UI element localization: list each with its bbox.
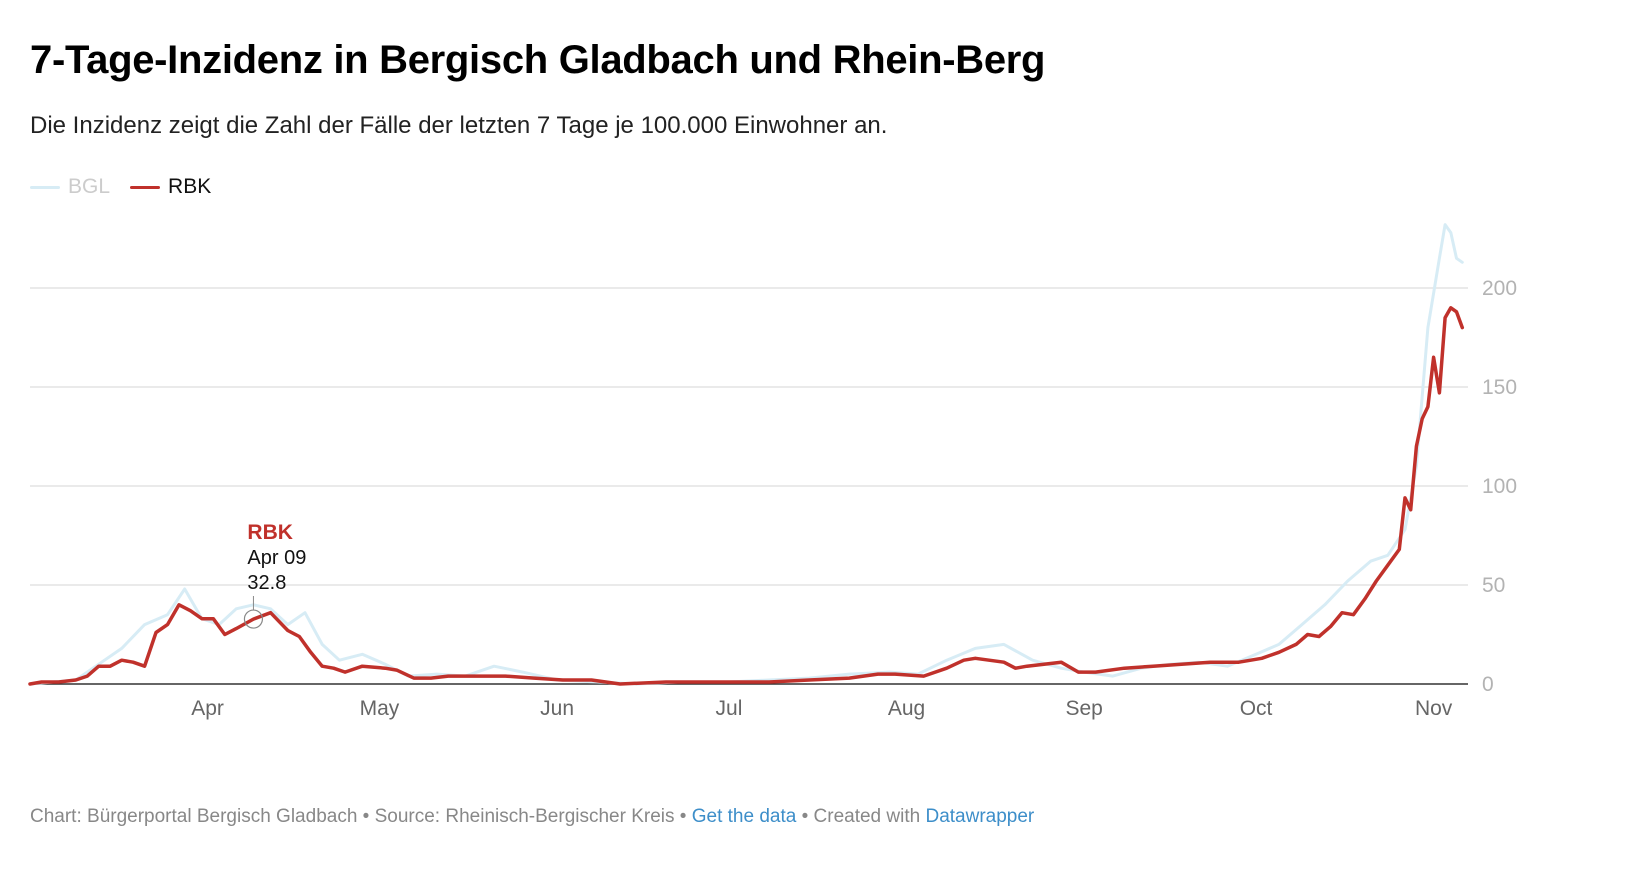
y-tick-label: 50 — [1482, 574, 1505, 597]
x-tick-label: Jun — [540, 697, 574, 720]
get-the-data-link[interactable]: Get the data — [691, 806, 797, 827]
line-chart: Apr May Jun Jul Aug Sep Oct Nov 0 50 100 150 200 RB… — [28, 223, 1517, 720]
y-tick-label: 100 — [1482, 475, 1517, 498]
tooltip-date: Apr 09 — [247, 547, 306, 569]
x-tick-label: May — [360, 697, 400, 720]
tooltip-marker[interactable] — [243, 609, 264, 629]
series-lines — [28, 223, 1465, 686]
footer-created-with: Created with — [813, 806, 921, 827]
datawrapper-link[interactable]: Datawrapper — [925, 806, 1035, 827]
legend-label-rbk: RBK — [168, 175, 212, 198]
gridlines — [30, 287, 1468, 685]
tooltip-value: 32.8 — [247, 572, 286, 594]
x-tick-label: Jul — [716, 697, 743, 720]
legend-item-bgl[interactable]: BGL — [30, 175, 110, 199]
footer-separator: • — [801, 806, 809, 827]
legend-swatch-bgl — [30, 185, 60, 189]
legend-label-bgl: BGL — [68, 175, 111, 198]
tooltip-series: RBK — [247, 521, 293, 544]
x-tick-label: Aug — [888, 697, 925, 720]
legend-swatch-rbk — [130, 185, 161, 189]
x-axis: Apr May Jun Jul Aug Sep Oct Nov — [191, 697, 1453, 720]
chart-title: 7-Tage-Inzidenz in Bergisch Gladbach und… — [30, 38, 1046, 82]
footer-source: Source: Rheinisch-Bergischer Kreis — [374, 806, 675, 827]
chart-subtitle: Die Inzidenz zeigt die Zahl der Fälle de… — [30, 112, 888, 139]
series-line-rbk[interactable] — [28, 306, 1465, 686]
series-line-bgl[interactable] — [28, 223, 1464, 686]
legend-item-rbk[interactable]: RBK — [130, 175, 211, 199]
footer-separator: • — [679, 806, 687, 827]
footer: Chart: Bürgerportal Bergisch Gladbach • … — [30, 806, 1034, 828]
footer-separator: • — [362, 806, 370, 827]
footer-chart-credit: Chart: Bürgerportal Bergisch Gladbach — [30, 806, 358, 827]
x-tick-label: Oct — [1240, 697, 1273, 720]
x-tick-label: Nov — [1415, 697, 1453, 720]
legend: BGL RBK — [30, 175, 231, 199]
y-tick-label: 150 — [1482, 376, 1517, 399]
tooltip: RBK Apr 09 32.8 — [243, 521, 306, 629]
x-tick-label: Sep — [1065, 697, 1102, 720]
y-tick-label: 0 — [1482, 673, 1494, 696]
y-tick-label: 200 — [1482, 277, 1517, 300]
x-tick-label: Apr — [191, 697, 224, 720]
y-axis: 0 50 100 150 200 — [1482, 277, 1517, 696]
